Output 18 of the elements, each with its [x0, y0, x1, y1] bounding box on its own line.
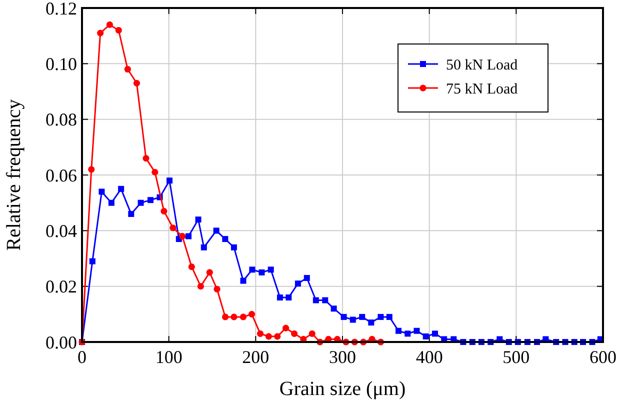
x-tick-label: 200 [242, 347, 270, 367]
y-tick-label: 0.08 [46, 110, 77, 130]
y-tick-label: 0.02 [46, 276, 77, 297]
y-tick-label: 0.12 [46, 0, 77, 18]
x-tick-label: 300 [329, 347, 356, 367]
y-tick-label: 0.00 [46, 332, 77, 352]
legend-label: 50 kN Load [446, 57, 518, 74]
x-tick-label: 0 [78, 347, 86, 367]
y-tick-label: 0.04 [46, 220, 77, 241]
x-tick-label: 100 [155, 347, 182, 367]
legend-label: 75 kN Load [446, 81, 518, 98]
y-tick-label: 0.10 [46, 54, 77, 74]
x-tick-label: 600 [590, 347, 616, 367]
y-tick-label: 0.06 [46, 165, 77, 186]
y-axis-title: Relative frequency [3, 99, 25, 251]
x-axis-title: Grain size (μm) [279, 378, 406, 400]
x-tick-label: 500 [502, 347, 530, 367]
x-tick-label: 400 [416, 347, 443, 367]
